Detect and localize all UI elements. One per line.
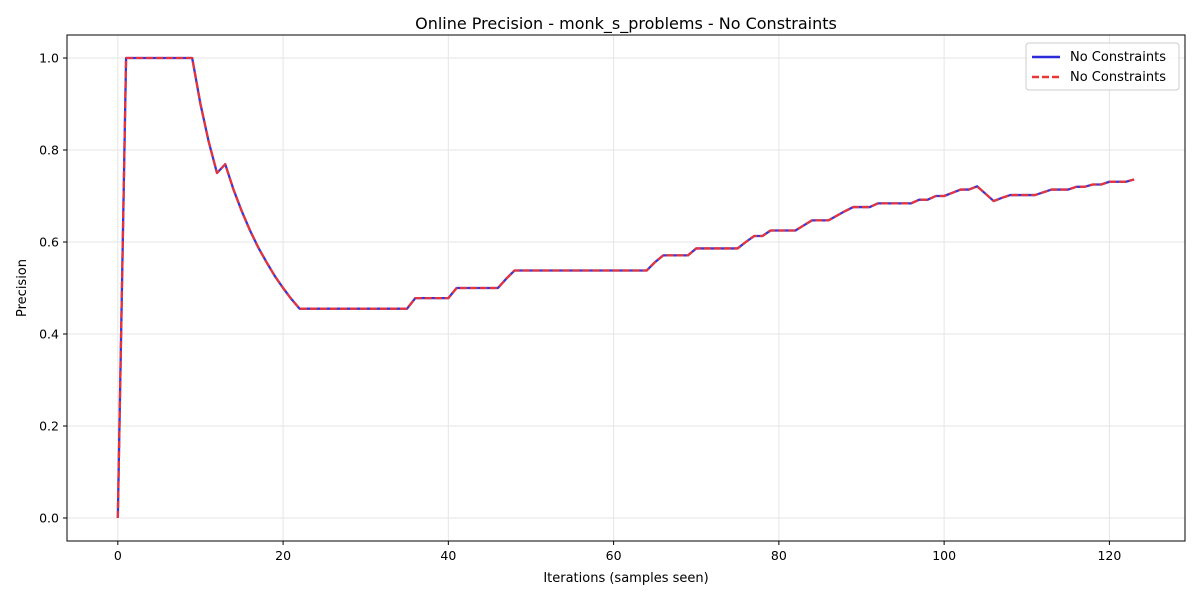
legend-frame <box>1025 42 1180 91</box>
x-tick-label: 120 <box>1097 548 1121 563</box>
legend-label-solid: No Constraints <box>1070 50 1166 65</box>
x-tick-label: 80 <box>771 548 787 563</box>
y-axis-label: Precision <box>15 259 30 317</box>
y-tick-label: 0.2 <box>39 419 59 434</box>
legend: No Constraints No Constraints <box>1025 42 1180 91</box>
series-lines <box>116 56 1135 519</box>
plot-frame <box>66 34 1186 542</box>
series-line-dashed <box>116 56 1135 519</box>
y-tick-label: 1.0 <box>39 51 59 66</box>
y-tick-label: 0.4 <box>39 327 59 342</box>
grid <box>67 35 1185 541</box>
legend-label-dashed: No Constraints <box>1070 70 1166 85</box>
x-tick-label: 20 <box>275 548 291 563</box>
y-tick-label: 0.0 <box>39 511 59 526</box>
x-tick-label: 60 <box>606 548 622 563</box>
y-tick-label: 0.6 <box>39 235 59 250</box>
x-tick-label: 40 <box>440 548 456 563</box>
axis-ticks: 0 20 40 60 80 100 120 0.0 0.2 0.4 0.6 0.8 1.0 <box>39 51 1121 564</box>
x-tick-label: 100 <box>932 548 956 563</box>
chart-title: Online Precision - monk_s_problems - No … <box>415 14 837 34</box>
y-tick-label: 0.8 <box>39 143 59 158</box>
x-axis-label: Iterations (samples seen) <box>543 571 708 586</box>
x-tick-label: 0 <box>114 548 122 563</box>
